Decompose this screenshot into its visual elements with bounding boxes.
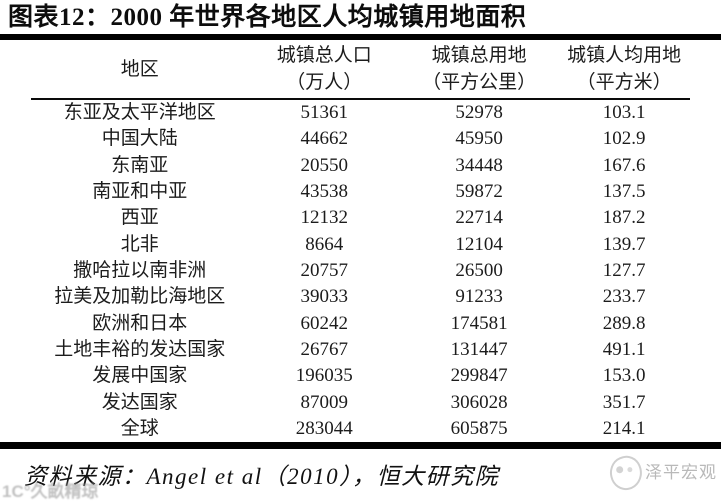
table-row: 南亚和中亚 43538 59872 137.5 [31, 179, 690, 205]
cell-percapita: 102.9 [602, 128, 646, 150]
table-row: 撒哈拉以南非洲 20757 26500 127.7 [31, 258, 690, 284]
cell-percapita: 289.8 [602, 312, 646, 334]
header-unit: （万人） [286, 72, 363, 93]
cell-percapita: 491.1 [602, 339, 646, 361]
cell-land: 605875 [450, 418, 508, 440]
header-label: 城镇总人口 [276, 45, 372, 66]
cell-percapita: 167.6 [602, 154, 646, 176]
header-unit: （平方公里） [422, 72, 537, 93]
header-col-population: 城镇总人口 （万人） [248, 40, 400, 98]
table-row: 拉美及加勒比海地区 39033 91233 233.7 [31, 284, 690, 310]
cell-region: 全球 [120, 418, 159, 440]
table-body: 东亚及太平洋地区 51361 52978 103.1 中国大陆 44662 45… [31, 100, 690, 442]
cell-region: 发展中国家 [92, 365, 188, 387]
cell-region: 东亚及太平洋地区 [63, 102, 216, 123]
cell-land: 174581 [450, 312, 508, 334]
table-row: 欧洲和日本 60242 174581 289.8 [31, 311, 690, 337]
cell-percapita: 103.1 [602, 102, 646, 123]
cell-land: 91233 [455, 286, 503, 308]
cell-region: 东南亚 [111, 154, 169, 176]
table-row: 北非 8664 12104 139.7 [31, 232, 690, 258]
cell-land: 59872 [455, 181, 503, 203]
header-label: 城镇人均用地 [567, 45, 682, 66]
cell-population: 26767 [300, 339, 349, 361]
cell-population: 12132 [300, 207, 349, 229]
cell-percapita: 139.7 [602, 233, 646, 255]
cell-population: 87009 [300, 391, 349, 413]
header-col-percapita: 城镇人均用地 （平方米） [558, 40, 690, 98]
top-divider [0, 34, 721, 40]
header-col-land: 城镇总用地 （平方公里） [400, 40, 558, 98]
cell-land: 299847 [450, 365, 508, 387]
table-row: 中国大陆 44662 45950 102.9 [31, 126, 690, 152]
cell-region: 欧洲和日本 [92, 312, 188, 334]
table-row: 西亚 12132 22714 187.2 [31, 205, 690, 231]
table-row: 全球 283044 605875 214.1 [31, 416, 690, 442]
table-row: 东亚及太平洋地区 51361 52978 103.1 [31, 100, 690, 126]
table-row: 东南亚 20550 34448 167.6 [31, 153, 690, 179]
header-col-region: 地区 [31, 40, 248, 98]
cell-land: 26500 [455, 260, 503, 282]
source-note: 资料来源：Angel et al（2010），恒大研究院 [24, 464, 500, 490]
cell-region: 发达国家 [101, 391, 178, 413]
table-row: 发达国家 87009 306028 351.7 [31, 390, 690, 416]
data-table: 地区 城镇总人口 （万人） 城镇总用地 （平方公里） 城镇人均用地 （平方米） … [31, 40, 690, 442]
cell-region: 北非 [120, 233, 159, 255]
header-label: 城镇总用地 [431, 45, 527, 66]
cell-population: 283044 [295, 418, 353, 440]
table-row: 土地丰裕的发达国家 26767 131447 491.1 [31, 337, 690, 363]
header-unit: （平方米） [576, 72, 672, 93]
cell-population: 44662 [300, 128, 349, 150]
cell-population: 60242 [300, 312, 349, 334]
cell-population: 20757 [300, 260, 349, 282]
cell-percapita: 214.1 [602, 418, 646, 440]
cell-region: 拉美及加勒比海地区 [54, 286, 226, 308]
watermark-zepinghongguan: 泽平宏观 [645, 463, 717, 482]
cell-region: 土地丰裕的发达国家 [54, 339, 226, 361]
cell-region: 撒哈拉以南非洲 [73, 260, 207, 282]
cell-land: 22714 [455, 207, 503, 229]
cell-land: 34448 [455, 154, 503, 176]
figure-title: 图表12：2000 年世界各地区人均城镇用地面积 [8, 4, 527, 31]
cell-population: 20550 [300, 154, 349, 176]
cell-percapita: 137.5 [602, 181, 646, 203]
cell-population: 196035 [295, 365, 353, 387]
cell-region: 西亚 [120, 207, 159, 229]
cell-population: 43538 [300, 181, 349, 203]
cell-land: 306028 [450, 391, 508, 413]
cell-region: 中国大陆 [101, 128, 178, 150]
illegible-watermark: 1C°久畝精琼 [2, 482, 99, 501]
cell-population: 51361 [300, 102, 349, 123]
table-header-row: 地区 城镇总人口 （万人） 城镇总用地 （平方公里） 城镇人均用地 （平方米） [31, 40, 690, 100]
cell-percapita: 351.7 [602, 391, 646, 413]
cell-region: 南亚和中亚 [92, 181, 188, 203]
cell-land: 131447 [450, 339, 508, 361]
cell-land: 45950 [455, 128, 503, 150]
cell-land: 52978 [455, 102, 503, 123]
cell-population: 8664 [305, 233, 344, 255]
cell-percapita: 187.2 [602, 207, 646, 229]
cell-percapita: 127.7 [602, 260, 646, 282]
table-row: 发展中国家 196035 299847 153.0 [31, 363, 690, 389]
cell-land: 12104 [455, 233, 503, 255]
cell-population: 39033 [300, 286, 349, 308]
header-label: 地区 [120, 58, 159, 80]
cell-percapita: 153.0 [602, 365, 646, 387]
bottom-divider [0, 442, 721, 450]
cell-percapita: 233.7 [602, 286, 646, 308]
